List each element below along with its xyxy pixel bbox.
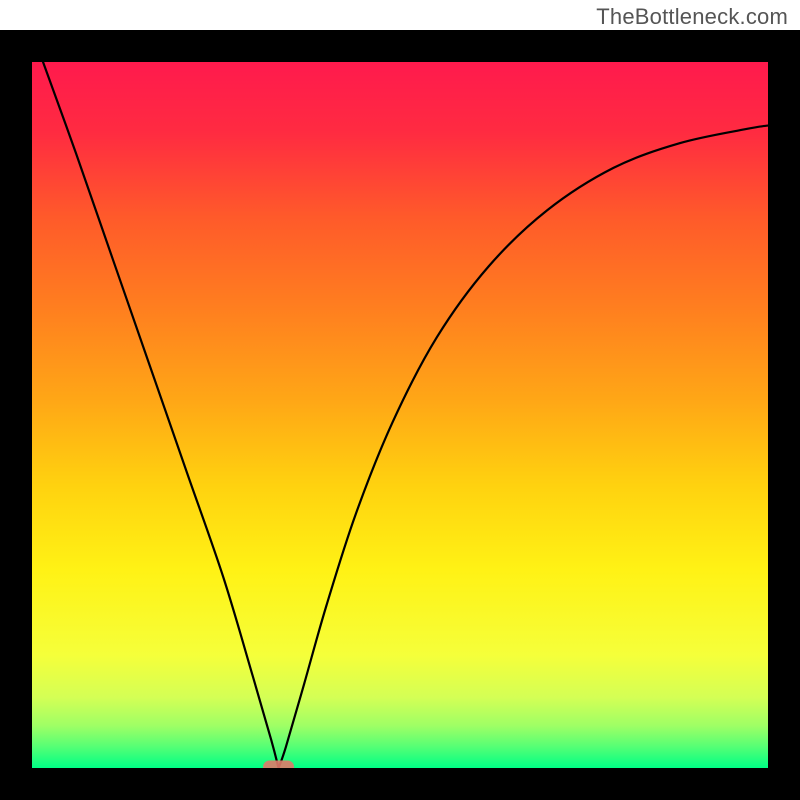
chart-container: TheBottleneck.com	[0, 0, 800, 800]
plot-background	[32, 62, 768, 768]
bottleneck-chart	[0, 0, 800, 800]
watermark-text: TheBottleneck.com	[596, 4, 788, 30]
